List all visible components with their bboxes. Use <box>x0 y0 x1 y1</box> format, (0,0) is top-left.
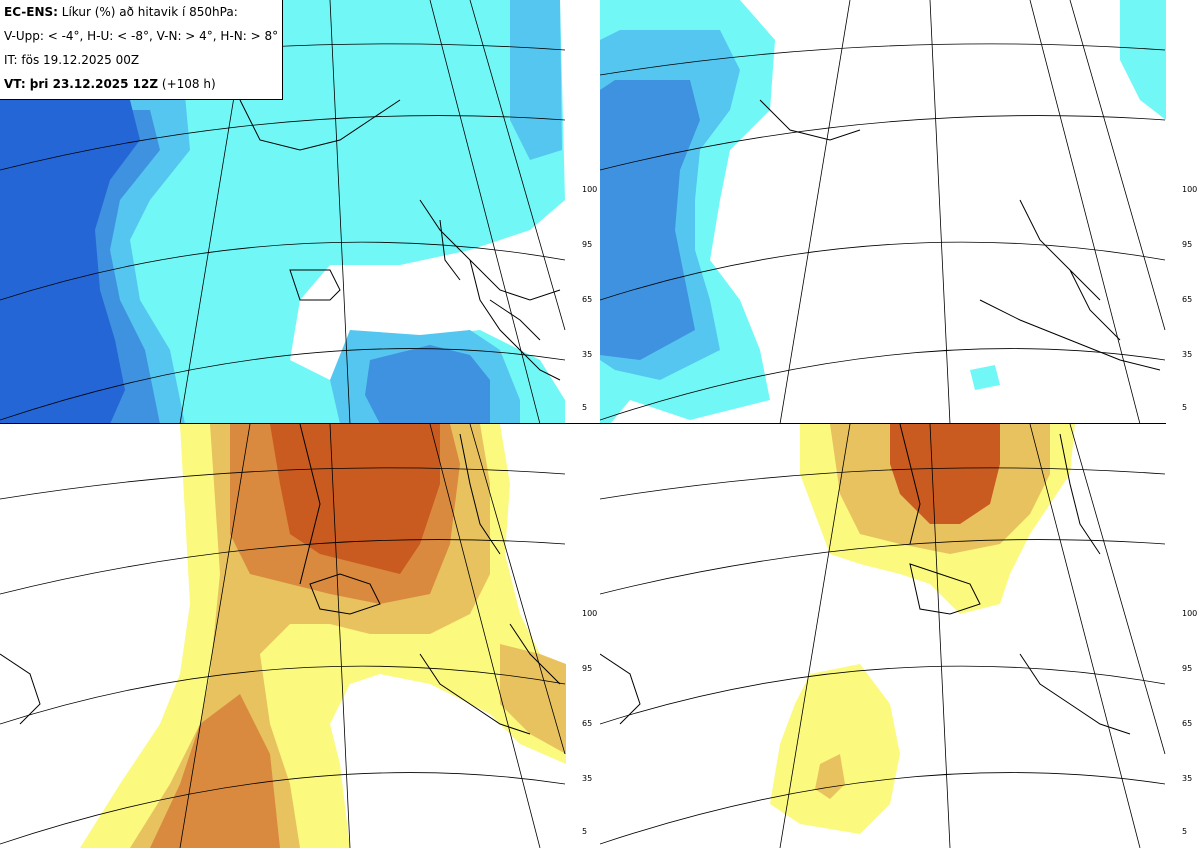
prob-area-5 <box>600 0 1166 424</box>
info-valid-time: VT: þri 23.12.2025 12Z (+108 h) <box>4 77 216 91</box>
coastlines <box>239 99 561 381</box>
panel-warm-strong <box>600 424 1166 848</box>
info-init-time: IT: fös 19.12.2025 00Z <box>4 53 140 67</box>
map-cold-strong <box>600 0 1166 424</box>
prob-area-95 <box>890 424 1000 524</box>
grid-lines <box>600 0 1166 424</box>
prob-area-95 <box>0 100 140 424</box>
info-title: EC-ENS: Líkur (%) að hitavik í 850hPa: <box>4 5 238 19</box>
grid-lines <box>600 424 1166 848</box>
panel-cold-moderate <box>0 0 566 424</box>
panel-cold-strong <box>600 0 1166 424</box>
prob-area-65 <box>600 80 700 360</box>
prob-area-35 <box>0 0 562 424</box>
map-warm-strong <box>600 424 1166 848</box>
grid-lines <box>0 424 566 848</box>
map-warm-moderate <box>0 424 566 848</box>
coastlines <box>600 424 1131 735</box>
prob-area-95 <box>270 424 440 574</box>
info-thresholds: V-Upp: < -4°, H-U: < -8°, V-N: > 4°, H-N… <box>4 29 279 43</box>
prob-area-35 <box>815 424 1050 799</box>
panel-border-h <box>0 423 1166 424</box>
info-box: EC-ENS: Líkur (%) að hitavik í 850hPa: V… <box>0 0 283 100</box>
coastlines <box>0 424 561 735</box>
prob-area-65 <box>0 110 490 424</box>
coastlines <box>759 99 1161 371</box>
map-cold-moderate <box>0 0 566 424</box>
panel-warm-moderate <box>0 424 566 848</box>
